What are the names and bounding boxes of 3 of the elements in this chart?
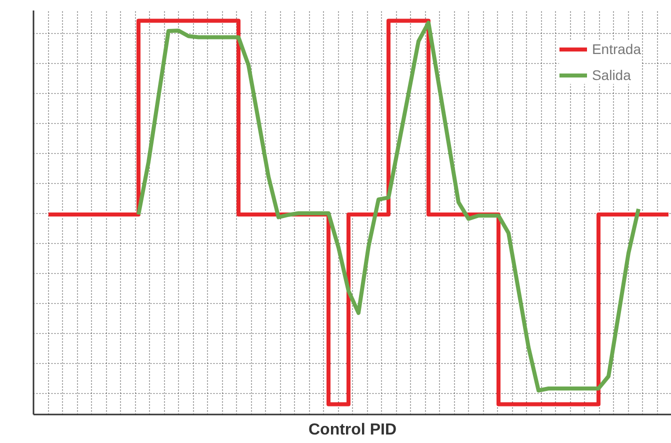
text: Control PID (308, 422, 397, 438)
legend-label: Salida (592, 67, 631, 83)
legend-label: Entrada (592, 41, 641, 57)
